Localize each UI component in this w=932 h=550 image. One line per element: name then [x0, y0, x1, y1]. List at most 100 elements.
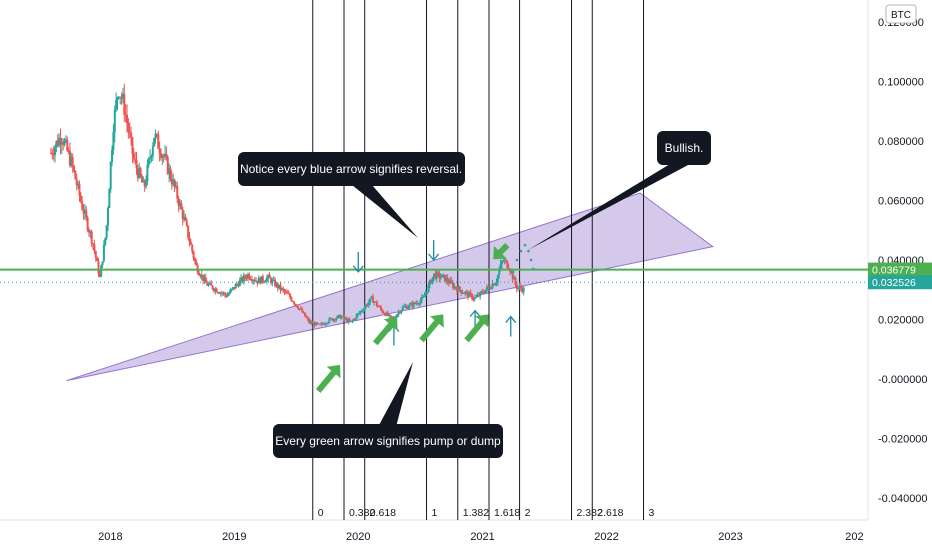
candle-body [158, 148, 161, 154]
candle-body [161, 155, 164, 158]
candle-body [268, 274, 271, 279]
candle-body [100, 265, 103, 277]
candle-body [126, 114, 129, 124]
candle-body [68, 150, 71, 166]
candle-body [299, 308, 302, 310]
candle-body [54, 147, 57, 156]
candle-body [127, 123, 130, 132]
blue-arrow [428, 240, 440, 262]
candle-body [466, 291, 469, 297]
candle-body [64, 139, 67, 141]
candle-body [506, 260, 509, 268]
candle-body [108, 189, 111, 209]
candle-body [412, 302, 415, 307]
candle-body [89, 231, 92, 233]
candle-body [217, 292, 220, 294]
x-tick-label: 2018 [98, 531, 122, 543]
candle-body [282, 288, 285, 290]
candle-body [320, 323, 323, 325]
fib-time-zone-lines [312, 0, 645, 520]
y-tick-label: 0.020000 [878, 315, 924, 327]
candle-body [469, 292, 472, 295]
candle-body [318, 323, 321, 325]
green-arrow [372, 317, 398, 346]
candle-body [431, 277, 434, 284]
candle-body [130, 132, 133, 138]
projection-dot [519, 249, 523, 253]
candle-body [208, 282, 211, 285]
candle-body [106, 208, 109, 226]
candle-body [310, 321, 313, 324]
candle-body [159, 153, 162, 158]
time-axis[interactable]: 2018 2019 2020 2021 2022 2023 202 [98, 531, 863, 543]
candle-body [494, 283, 497, 286]
candle-body [177, 198, 180, 206]
candle-body [411, 303, 414, 307]
candle-body [128, 131, 131, 133]
candle-body [435, 272, 438, 279]
candle-body [340, 316, 343, 319]
candle-body [465, 291, 468, 293]
candle-body [70, 157, 73, 166]
candle-body [236, 284, 239, 286]
fib-time-label: 2.382 [577, 507, 603, 519]
candle-body [280, 288, 283, 290]
candle-body [193, 258, 196, 262]
candle-body [306, 317, 309, 319]
candle-body [521, 288, 524, 292]
blue-arrow [505, 315, 517, 337]
candle-body [134, 158, 137, 160]
svg-text:0.032526: 0.032526 [872, 277, 916, 289]
candle-body [143, 180, 146, 187]
candle-body [206, 282, 209, 286]
candle-body [443, 274, 446, 282]
candle-body [211, 285, 214, 290]
candle-body [336, 315, 339, 319]
candle-body [407, 307, 410, 309]
candle-body [155, 133, 158, 135]
candle-body [162, 155, 165, 157]
projection-dot [515, 258, 519, 262]
candle-body [204, 277, 207, 283]
candle-body [517, 287, 520, 290]
candle-body [229, 290, 232, 294]
candle-body [358, 312, 361, 314]
price-axis[interactable]: 0.1200000.1000000.0800000.0600000.040000… [878, 17, 928, 505]
candle-body [295, 304, 298, 307]
candle-body [423, 295, 426, 297]
candle-body [409, 303, 412, 305]
candle-body [286, 291, 289, 294]
candle-body [146, 164, 149, 182]
candle-body [195, 261, 198, 266]
candle-body [283, 289, 286, 292]
x-tick-label: 2019 [222, 531, 246, 543]
x-tick-label: 2022 [594, 531, 618, 543]
candle-body [105, 225, 108, 238]
candle-body [356, 313, 359, 316]
candle-body [74, 170, 77, 180]
candle-body [454, 286, 457, 289]
candle-body [184, 216, 187, 221]
svg-text:BTC: BTC [891, 10, 911, 21]
candle-body [132, 153, 135, 159]
fib-time-label: 2.618 [597, 507, 623, 519]
candle-body [419, 300, 422, 304]
callout-reversal: Notice every blue arrow signifies revers… [238, 152, 465, 238]
fib-time-label: 1.618 [494, 507, 520, 519]
candle-body [90, 231, 93, 244]
symbol-badge[interactable]: BTC [885, 4, 917, 24]
candle-body [458, 286, 461, 291]
fib-time-label: 2 [525, 507, 531, 519]
candle-body [377, 305, 380, 307]
candle-body [226, 295, 229, 297]
candle-body [271, 279, 274, 284]
candle-body [397, 311, 400, 315]
candle-body [381, 309, 384, 313]
candle-body [332, 319, 335, 321]
candle-body [227, 293, 230, 296]
candle-body [325, 323, 328, 325]
candle-body [331, 318, 334, 321]
candle-body [290, 297, 293, 301]
candle-body [136, 168, 139, 178]
